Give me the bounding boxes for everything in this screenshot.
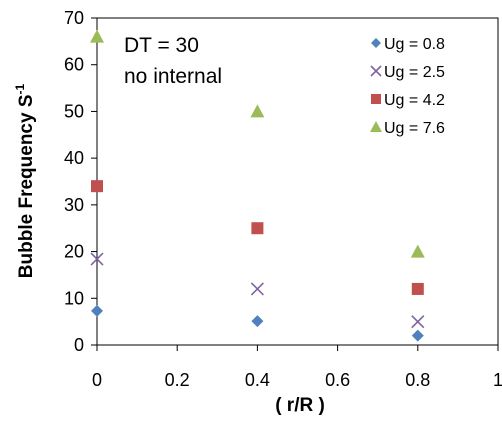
y-tick-label: 70 [64,8,84,28]
data-point [251,222,264,235]
legend-label: Ug = 7.6 [384,120,445,137]
x-tick-label: 0.2 [165,370,190,390]
legend: Ug = 0.8 Ug = 2.5 Ug = 4.2 Ug = 7.6 [370,36,445,137]
y-tick-label: 20 [64,242,84,262]
legend-label: Ug = 2.5 [384,64,445,81]
x-axis-title: ( r/R ) [275,395,325,416]
data-point [90,252,104,266]
annotation-dt: DT = 30 [124,34,199,57]
y-tick-label: 0 [74,335,84,355]
data-point [251,315,264,328]
x-tick-label: 1 [493,370,502,390]
y-tick-label: 50 [64,101,84,121]
legend-marker [371,94,381,104]
x-axis: 0 0.2 0.4 0.6 0.8 1 [92,345,502,390]
y-tick-label: 60 [64,55,84,75]
y-tick-label: 10 [64,288,84,308]
y-tick-label: 40 [64,148,84,168]
x-tick-label: 0 [92,370,102,390]
y-axis-title: Bubble Frequency S-1 [13,83,37,278]
y-axis-title-text: Bubble Frequency S [16,94,37,278]
legend-label: Ug = 0.8 [384,36,445,53]
data-point [411,282,424,295]
y-axis-title-superscript: -1 [13,83,27,94]
data-point [90,29,104,43]
legend-label: Ug = 4.2 [384,92,445,109]
annotation-no-internal: no internal [124,65,222,88]
data-point [410,244,425,258]
x-tick-label: 0.6 [325,370,350,390]
x-tick-label: 0.8 [405,370,430,390]
legend-marker [371,38,381,48]
y-tick-label: 30 [64,195,84,215]
legend-marker [370,65,382,77]
data-point [91,180,103,193]
data-point [250,282,264,296]
data-points [90,29,425,342]
data-point [411,315,425,329]
data-point [91,304,103,317]
y-axis: 0 10 20 30 40 50 60 70 [64,8,97,355]
legend-marker [370,121,382,132]
x-tick-label: 0.4 [245,370,270,390]
plot-area [96,17,499,346]
data-point [411,329,424,342]
data-point [250,104,265,118]
